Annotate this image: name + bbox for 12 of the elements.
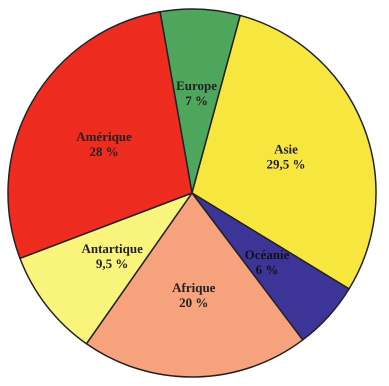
slice-label: Océanie: [244, 246, 290, 262]
slice-label: Asie: [274, 142, 298, 157]
slice-label: Afrique: [172, 280, 216, 296]
slice-label: Antartique: [81, 241, 144, 256]
data-label: 9,5 %: [96, 256, 128, 272]
slice-label: Amérique: [76, 129, 132, 144]
data-label: 7 %: [185, 92, 208, 108]
data-label: 20 %: [179, 295, 208, 310]
slice-label: Europe: [176, 78, 218, 93]
data-label: 6 %: [256, 262, 278, 277]
data-label: 28 %: [89, 144, 119, 160]
data-label: 29,5 %: [266, 156, 306, 172]
